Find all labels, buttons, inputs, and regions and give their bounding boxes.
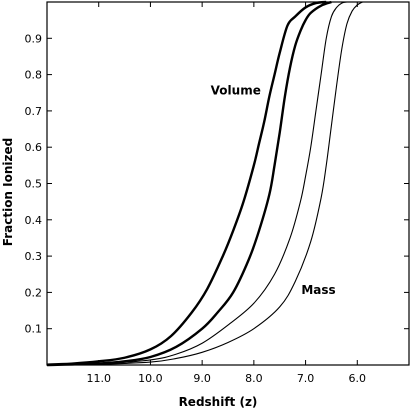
x-tick-label: 7.0 xyxy=(297,372,315,385)
y-tick-label: 0.7 xyxy=(25,105,43,118)
axis-ticks xyxy=(47,2,409,365)
y-tick-label: 0.3 xyxy=(25,250,43,263)
y-tick-label: 0.8 xyxy=(25,69,43,82)
y-tick-label: 0.2 xyxy=(25,286,43,299)
series-group xyxy=(46,0,363,367)
tick-labels: 11.0 10.0 9.0 8.0 7.0 6.0 0.1 0.2 0.3 0.4 0.5 0.6 0.… xyxy=(25,32,367,385)
x-tick-label: 9.0 xyxy=(193,372,211,385)
x-tick-label: 6.0 xyxy=(349,372,367,385)
mass-annotation: Mass xyxy=(301,283,335,297)
mass-curve-3 xyxy=(46,1,348,366)
y-tick-label: 0.4 xyxy=(25,214,43,227)
annotations: Volume Mass xyxy=(211,84,336,298)
volume-curve-1 xyxy=(46,0,327,366)
volume-curve-2 xyxy=(46,0,332,367)
x-axis-title: Redshift (z) xyxy=(179,395,258,409)
y-tick-label: 0.5 xyxy=(25,178,43,191)
x-tick-label: 11.0 xyxy=(86,372,111,385)
mass-curve-4 xyxy=(46,1,363,366)
y-tick-label: 0.1 xyxy=(25,323,43,336)
x-tick-label: 8.0 xyxy=(245,372,263,385)
x-tick-label: 10.0 xyxy=(138,372,163,385)
y-tick-label: 0.6 xyxy=(25,141,43,154)
plot-frame xyxy=(46,1,410,366)
y-axis-title: Fraction Ionized xyxy=(1,138,15,246)
volume-annotation: Volume xyxy=(211,84,261,98)
y-tick-label: 0.9 xyxy=(25,32,43,45)
